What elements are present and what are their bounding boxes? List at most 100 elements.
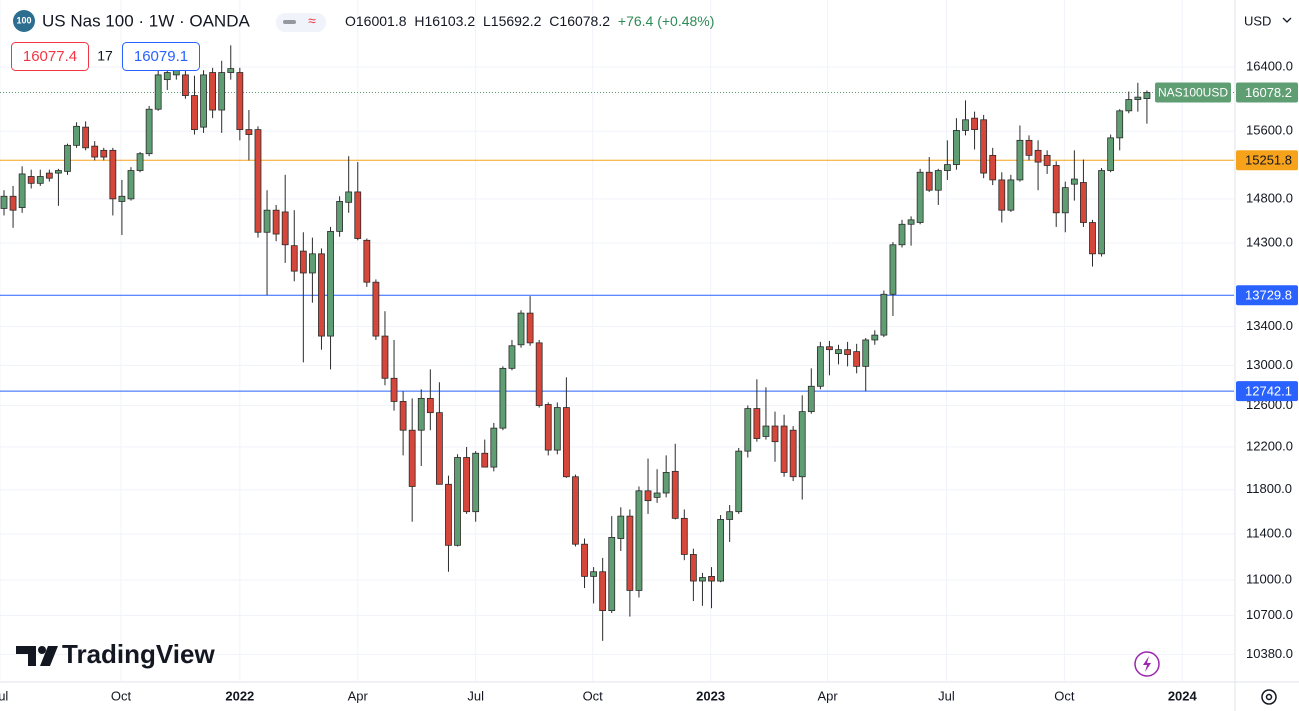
candle-body xyxy=(1080,182,1087,223)
settings-button[interactable] xyxy=(1261,689,1277,705)
candle-body xyxy=(608,537,616,611)
candles xyxy=(0,45,1151,641)
candle-body xyxy=(309,253,316,274)
settings-icon xyxy=(1265,693,1273,701)
x-tick-label: Apr xyxy=(348,688,369,703)
candle-body xyxy=(263,209,271,233)
candle-body xyxy=(771,425,779,443)
candle-body xyxy=(717,519,724,582)
candle-body xyxy=(862,339,870,367)
candle-body xyxy=(408,429,416,487)
symbol-icon[interactable] xyxy=(13,10,35,32)
candle-body xyxy=(807,385,815,413)
candle-body xyxy=(544,404,552,451)
candle-body xyxy=(55,170,62,174)
level-box xyxy=(1236,285,1298,306)
grid xyxy=(0,0,1234,681)
candle-body xyxy=(109,149,117,200)
currency[interactable]: USD xyxy=(1244,13,1271,28)
candle-body xyxy=(327,230,334,337)
pill-icon: ≈ xyxy=(308,13,316,29)
last-price-name-box xyxy=(1155,82,1231,103)
candle-body xyxy=(816,346,824,387)
x-tick-label: 2022 xyxy=(225,688,254,703)
candle-body xyxy=(753,408,761,439)
candle-body xyxy=(699,577,706,582)
level-box xyxy=(1236,150,1298,171)
candle-body xyxy=(780,425,788,473)
candle-body xyxy=(435,412,443,485)
candle-body xyxy=(980,119,988,174)
candle-body xyxy=(145,108,153,155)
candle-body xyxy=(0,195,8,209)
candle-body xyxy=(191,95,198,131)
candle-body xyxy=(372,281,380,337)
candle-body xyxy=(617,515,625,539)
candle-body xyxy=(91,145,99,158)
candle-body xyxy=(336,201,344,232)
candle-body xyxy=(599,571,607,611)
candle-body xyxy=(943,164,951,171)
candle-body xyxy=(227,68,235,73)
candle-body xyxy=(880,293,888,336)
candle-body xyxy=(844,349,851,355)
candle-body xyxy=(962,119,969,131)
candle-body xyxy=(971,117,978,131)
candle-body xyxy=(499,367,507,429)
alert-icon xyxy=(1143,656,1151,672)
buy-button[interactable] xyxy=(122,42,200,71)
y-tick-label: 10380.0 xyxy=(1246,646,1293,661)
candle-body xyxy=(45,172,53,179)
level-label: 13729.8 xyxy=(1245,288,1292,303)
candle-body xyxy=(644,490,652,502)
candle-body xyxy=(689,554,697,582)
candle-body xyxy=(1070,178,1078,185)
candle-body xyxy=(182,74,189,96)
candle-body xyxy=(581,543,588,577)
ohlc-legend: O16001.8 H16103.2 L15692.2 C16078.2 +76.… xyxy=(345,13,714,29)
x-tick-label: Jul xyxy=(938,688,955,703)
buy-price: 16079.1 xyxy=(134,48,188,65)
candle-body xyxy=(735,450,743,513)
candle-body xyxy=(835,349,842,354)
candle-body xyxy=(553,407,561,451)
candle-body xyxy=(299,250,307,274)
level-box xyxy=(1236,381,1298,402)
y-tick-label: 15600.0 xyxy=(1246,123,1293,138)
candle-body xyxy=(481,452,489,468)
candle-body xyxy=(281,211,289,246)
symbol-title[interactable]: US Nas 100 · 1W · OANDA xyxy=(42,11,250,30)
candle-body xyxy=(73,125,80,146)
y-tick-label: 16400.0 xyxy=(1246,58,1293,73)
candle-body xyxy=(390,377,398,402)
candle-body xyxy=(798,411,806,478)
candle-body xyxy=(1107,137,1115,171)
sell-button[interactable] xyxy=(11,42,89,71)
candle-body xyxy=(218,72,226,111)
candle-body xyxy=(989,154,997,181)
candle-body xyxy=(64,144,71,172)
symbol-icon-text: 100 xyxy=(16,15,31,25)
candle-body xyxy=(653,492,661,498)
candle-body xyxy=(934,170,942,191)
axes: 16400.0 15600.0 14800.0 14300.0 13400.0 13000… xyxy=(0,58,1298,703)
x-tick-label: Jul xyxy=(467,688,484,703)
candle-body xyxy=(916,171,924,223)
candle-body xyxy=(1025,139,1033,156)
indicator-pills[interactable] xyxy=(276,13,326,32)
candle-body xyxy=(762,425,770,437)
candle-body xyxy=(245,129,253,135)
candle-body xyxy=(662,472,670,494)
candle-body xyxy=(744,408,752,452)
candle-body xyxy=(82,126,90,149)
candle-body xyxy=(671,470,679,519)
candle-body xyxy=(272,209,280,235)
candle-body xyxy=(136,153,144,171)
last-price-name: NAS100USD xyxy=(1158,86,1228,100)
x-tick-label: Oct xyxy=(583,688,604,703)
candle-body xyxy=(925,171,933,191)
candle-body xyxy=(417,397,425,431)
candle-body xyxy=(1143,92,1151,100)
levels xyxy=(0,91,1234,392)
